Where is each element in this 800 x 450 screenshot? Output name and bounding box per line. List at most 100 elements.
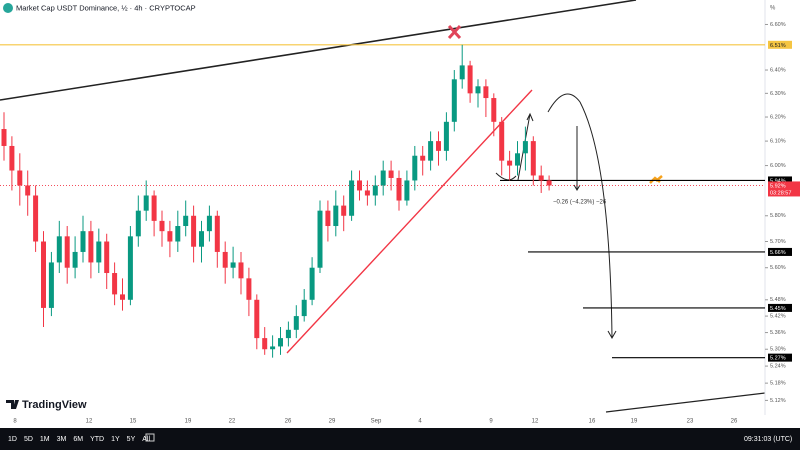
candle-body: [25, 185, 31, 196]
y-tick-label: 6.40%: [770, 67, 786, 73]
candle-body: [420, 155, 426, 161]
candle-body: [270, 346, 276, 350]
candle-body: [293, 316, 299, 330]
range-button[interactable]: 6M: [73, 436, 83, 443]
level-label: 5.27%: [770, 356, 786, 362]
trend-line: [605, 392, 766, 413]
candle-body: [183, 215, 189, 227]
arrow: [573, 126, 581, 191]
current-price-box: [768, 181, 800, 197]
candle-body: [443, 121, 449, 151]
candle-body: [72, 251, 78, 268]
y-tick-label: 6.10%: [770, 139, 786, 145]
clock: 09:31:03 (UTC): [744, 436, 792, 443]
y-tick-label: 5.42%: [770, 314, 786, 320]
x-tick-label: 16: [589, 419, 596, 425]
level-label: 5.94%: [770, 178, 786, 184]
x-tick-label: 26: [285, 419, 292, 425]
x-tick-label: 19: [631, 419, 638, 425]
candle-body: [41, 241, 46, 308]
candle-body: [301, 299, 307, 317]
calendar-icon[interactable]: [145, 433, 155, 442]
candle-body: [135, 210, 141, 237]
candle-body: [199, 231, 204, 247]
y-tick-label: 5.12%: [770, 398, 786, 404]
range-button[interactable]: YTD: [90, 436, 104, 443]
x-tick-label: 19: [185, 419, 192, 425]
symbol-icon: [3, 3, 13, 13]
candle-body: [143, 195, 149, 211]
brand: TradingView: [22, 399, 87, 411]
candle-body: [88, 231, 94, 263]
level-label-box: [768, 40, 792, 49]
candle-body: [436, 141, 441, 151]
range-button[interactable]: 1M: [40, 436, 50, 443]
candle-body: [230, 262, 236, 268]
range-button[interactable]: 1Y: [111, 436, 120, 443]
candle-body: [175, 226, 181, 242]
candle-body: [167, 231, 173, 242]
candle-body: [151, 195, 157, 221]
candle-body: [17, 170, 23, 186]
candle-body: [246, 278, 252, 300]
candle-body: [475, 86, 481, 94]
toolbar: [0, 428, 800, 450]
candle-body: [333, 205, 339, 227]
candle-body: [364, 190, 370, 196]
level-label: 6.51%: [770, 43, 786, 49]
measure-label: −0.26 (−4.23%) −26: [553, 200, 607, 206]
candle-body: [96, 241, 102, 263]
candle-body: [404, 180, 410, 201]
candle-body: [206, 215, 212, 232]
candle-body: [467, 65, 473, 94]
y-tick-label: 6.20%: [770, 114, 786, 120]
candle-body: [428, 141, 434, 161]
candle-body: [222, 251, 228, 268]
candle-body: [317, 210, 323, 268]
candle-body: [412, 155, 418, 181]
candle-body: [388, 170, 394, 178]
range-button[interactable]: 5Y: [127, 436, 136, 443]
candle-body: [104, 241, 110, 274]
level-label-box: [768, 353, 792, 362]
x-tick-label: 8: [13, 419, 17, 425]
candle-body: [546, 180, 552, 186]
y-tick-label: 5.24%: [770, 364, 786, 370]
candle-body: [238, 262, 244, 279]
candle-body: [325, 210, 331, 227]
y-tick-label: 5.36%: [770, 330, 786, 336]
x-tick-label: 12: [532, 419, 539, 425]
candle-body: [285, 329, 291, 339]
trend-line: [286, 89, 533, 354]
icon: [447, 24, 462, 40]
candle-body: [127, 236, 133, 300]
candle-body: [515, 153, 520, 166]
range-button[interactable]: 1D: [8, 436, 17, 443]
y-tick-label: 6.00%: [770, 163, 786, 169]
candle-body: [48, 262, 54, 308]
axis-unit: %: [770, 6, 776, 12]
range-button[interactable]: 5D: [24, 436, 33, 443]
candle-body: [380, 170, 386, 186]
y-tick-label: 5.18%: [770, 381, 786, 387]
candle-body: [64, 236, 70, 268]
y-tick-label: 5.30%: [770, 347, 786, 353]
candle-body: [538, 175, 544, 181]
candle-body: [507, 160, 513, 166]
candle-body: [483, 86, 489, 99]
y-tick-label: 5.70%: [770, 239, 786, 245]
y-tick-label: 5.60%: [770, 265, 786, 271]
range-button[interactable]: All: [142, 436, 150, 443]
candle-body: [254, 299, 260, 339]
range-button[interactable]: 3M: [57, 436, 67, 443]
candle-body: [499, 121, 505, 161]
trend-line: [0, 0, 637, 101]
level-label: 5.66%: [770, 250, 786, 256]
current-price-label: 5.92%: [770, 183, 786, 189]
y-tick-label: 6.30%: [770, 91, 786, 97]
candle-body: [278, 338, 283, 347]
x-tick-label: 9: [489, 419, 493, 425]
level-label: 5.45%: [770, 306, 786, 312]
